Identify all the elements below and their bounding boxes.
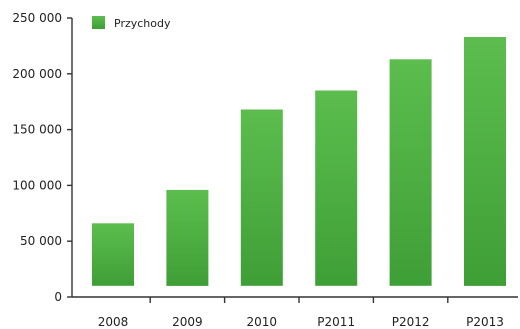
x-tick-label: P2013 (466, 315, 504, 329)
x-tick-label: P2012 (392, 315, 430, 329)
y-tick-label: 0 (54, 290, 62, 304)
bar-p2011 (315, 90, 358, 286)
x-tick-label: 2009 (172, 315, 203, 329)
y-ticks: 0 50 000 100 000 150 000 200 000 250 000 (12, 11, 72, 304)
legend-swatch (92, 16, 105, 29)
y-tick-label: 100 000 (12, 178, 62, 192)
legend-label: Przychody (114, 17, 171, 30)
legend: Przychody (92, 16, 171, 30)
bar-p2013 (464, 37, 506, 286)
bars (92, 37, 506, 286)
x-tick-label: 2010 (247, 315, 278, 329)
x-tick-label: 2008 (98, 315, 129, 329)
x-ticks: 2008 2009 2010 P2011 P2012 P2013 (98, 297, 504, 329)
y-tick-label: 200 000 (12, 67, 62, 81)
x-tick-label: P2011 (317, 315, 355, 329)
bar-2009 (166, 189, 209, 286)
y-tick-label: 250 000 (12, 11, 62, 25)
y-tick-label: 50 000 (20, 234, 62, 248)
bar-2008 (92, 223, 134, 286)
bar-p2012 (389, 59, 432, 286)
bar-2010 (240, 109, 283, 286)
y-tick-label: 150 000 (12, 123, 62, 137)
